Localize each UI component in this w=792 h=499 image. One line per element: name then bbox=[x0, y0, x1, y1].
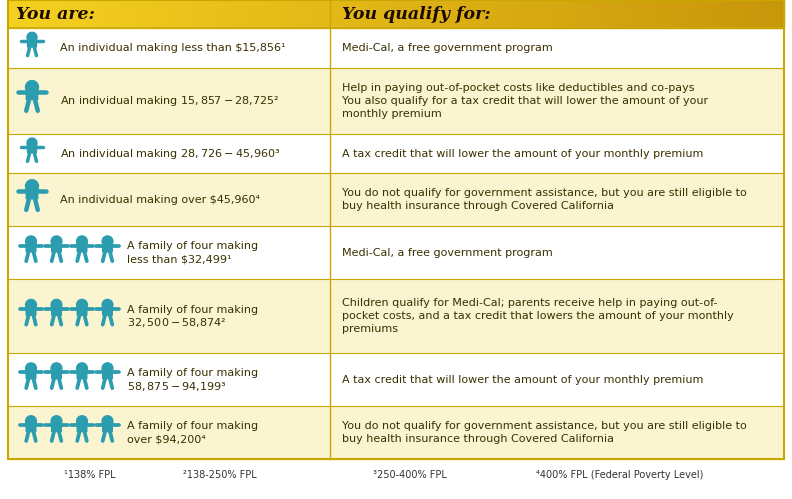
Text: An individual making less than $15,856¹: An individual making less than $15,856¹ bbox=[60, 43, 285, 53]
FancyBboxPatch shape bbox=[51, 305, 62, 316]
Text: Help in paying out-of-pocket costs like deductibles and co-pays: Help in paying out-of-pocket costs like … bbox=[342, 83, 695, 93]
Circle shape bbox=[25, 416, 36, 427]
Text: pocket costs, and a tax credit that lowers the amount of your monthly: pocket costs, and a tax credit that lowe… bbox=[342, 311, 734, 321]
Circle shape bbox=[25, 236, 36, 247]
FancyBboxPatch shape bbox=[25, 88, 38, 100]
Circle shape bbox=[27, 32, 37, 42]
FancyBboxPatch shape bbox=[102, 242, 113, 252]
Text: You also qualify for a tax credit that will lower the amount of your: You also qualify for a tax credit that w… bbox=[342, 96, 708, 106]
Text: ²138-250% FPL: ²138-250% FPL bbox=[183, 470, 257, 480]
FancyBboxPatch shape bbox=[77, 369, 87, 379]
Circle shape bbox=[102, 299, 113, 310]
Circle shape bbox=[102, 416, 113, 427]
FancyBboxPatch shape bbox=[102, 305, 113, 316]
Text: You qualify for:: You qualify for: bbox=[342, 5, 491, 22]
Circle shape bbox=[102, 236, 113, 247]
Text: A tax credit that will lower the amount of your monthly premium: A tax credit that will lower the amount … bbox=[342, 375, 703, 385]
Circle shape bbox=[51, 236, 62, 247]
Text: An individual making $15,857 - $28,725²: An individual making $15,857 - $28,725² bbox=[60, 94, 280, 108]
Text: ⁴400% FPL (Federal Poverty Level): ⁴400% FPL (Federal Poverty Level) bbox=[536, 470, 703, 480]
FancyBboxPatch shape bbox=[25, 305, 36, 316]
Text: You do not qualify for government assistance, but you are still eligible to: You do not qualify for government assist… bbox=[342, 421, 747, 431]
FancyBboxPatch shape bbox=[102, 422, 113, 432]
FancyBboxPatch shape bbox=[51, 242, 62, 252]
Circle shape bbox=[25, 180, 39, 193]
FancyBboxPatch shape bbox=[102, 369, 113, 379]
FancyBboxPatch shape bbox=[25, 422, 36, 432]
Text: over $94,200⁴: over $94,200⁴ bbox=[127, 434, 206, 444]
Circle shape bbox=[102, 363, 113, 374]
FancyBboxPatch shape bbox=[77, 422, 87, 432]
Text: A family of four making: A family of four making bbox=[127, 305, 258, 315]
FancyBboxPatch shape bbox=[77, 242, 87, 252]
FancyBboxPatch shape bbox=[51, 369, 62, 379]
Circle shape bbox=[51, 416, 62, 427]
Text: A tax credit that will lower the amount of your monthly premium: A tax credit that will lower the amount … bbox=[342, 149, 703, 159]
Text: An individual making over $45,960⁴: An individual making over $45,960⁴ bbox=[60, 195, 260, 205]
Circle shape bbox=[77, 363, 87, 374]
Text: A family of four making: A family of four making bbox=[127, 241, 258, 251]
FancyBboxPatch shape bbox=[77, 305, 87, 316]
Text: premiums: premiums bbox=[342, 324, 398, 334]
Text: Medi-Cal, a free government program: Medi-Cal, a free government program bbox=[342, 43, 553, 53]
FancyBboxPatch shape bbox=[27, 38, 37, 48]
Text: $58,875 - $94,199³: $58,875 - $94,199³ bbox=[127, 380, 227, 393]
FancyBboxPatch shape bbox=[25, 369, 36, 379]
Text: buy health insurance through Covered California: buy health insurance through Covered Cal… bbox=[342, 202, 614, 212]
Text: You are:: You are: bbox=[16, 5, 95, 22]
Text: Medi-Cal, a free government program: Medi-Cal, a free government program bbox=[342, 248, 553, 258]
FancyBboxPatch shape bbox=[25, 242, 36, 252]
Text: ¹138% FPL: ¹138% FPL bbox=[64, 470, 116, 480]
Text: You do not qualify for government assistance, but you are still eligible to: You do not qualify for government assist… bbox=[342, 188, 747, 199]
Text: An individual making $28,726 -$45,960³: An individual making $28,726 -$45,960³ bbox=[60, 147, 280, 161]
Circle shape bbox=[77, 236, 87, 247]
Text: monthly premium: monthly premium bbox=[342, 109, 442, 119]
Text: $32,500 - $58,874²: $32,500 - $58,874² bbox=[127, 316, 227, 329]
FancyBboxPatch shape bbox=[25, 187, 38, 200]
Circle shape bbox=[25, 80, 39, 93]
Circle shape bbox=[77, 299, 87, 310]
Circle shape bbox=[51, 363, 62, 374]
Text: buy health insurance through Covered California: buy health insurance through Covered Cal… bbox=[342, 434, 614, 444]
Text: A family of four making: A family of four making bbox=[127, 421, 258, 431]
Circle shape bbox=[25, 363, 36, 374]
FancyBboxPatch shape bbox=[27, 144, 37, 154]
Text: less than $32,499¹: less than $32,499¹ bbox=[127, 254, 231, 264]
Text: ³250-400% FPL: ³250-400% FPL bbox=[373, 470, 447, 480]
Circle shape bbox=[51, 299, 62, 310]
Text: Children qualify for Medi-Cal; parents receive help in paying out-of-: Children qualify for Medi-Cal; parents r… bbox=[342, 298, 718, 308]
Circle shape bbox=[77, 416, 87, 427]
Circle shape bbox=[25, 299, 36, 310]
FancyBboxPatch shape bbox=[51, 422, 62, 432]
Circle shape bbox=[27, 138, 37, 148]
Text: A family of four making: A family of four making bbox=[127, 368, 258, 378]
